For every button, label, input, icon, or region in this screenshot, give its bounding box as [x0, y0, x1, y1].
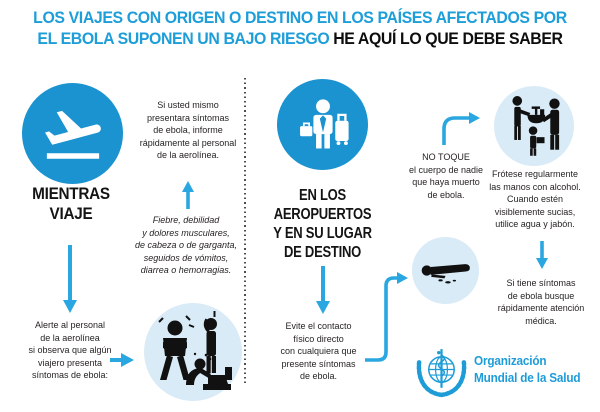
alert-crew-text: Alerte al personal de la aerolínea si ob… — [28, 320, 112, 381]
dead-body-icon — [412, 237, 479, 304]
self-report-text: Si usted mismo presentara síntomas de eb… — [139, 100, 237, 161]
column-divider — [244, 78, 246, 386]
down-arrow-left — [62, 245, 78, 313]
handwash-circle — [494, 86, 574, 166]
dead-body-circle — [412, 237, 479, 304]
who-logo-text: Organización Mundial de la Salud — [474, 352, 581, 386]
avoid-contact-text: Evite el contacto físico directo con cua… — [280, 321, 357, 382]
symptoms-text: Fiebre, debilidad y dolores musculares, … — [134, 215, 238, 276]
plane-circle — [22, 83, 123, 184]
who-emblem-icon — [413, 343, 470, 400]
down-arrow-middle — [315, 266, 331, 314]
curved-arrow-to-handwash — [436, 105, 486, 147]
section-heading-mientras-viaje: MIENTRAS VIAJE — [32, 184, 110, 223]
right-arrow — [110, 352, 134, 368]
page-title: LOS VIAJES CON ORIGEN O DESTINO EN LOS P… — [6, 8, 594, 50]
down-arrow-right — [535, 241, 549, 269]
no-touch-text: NO TOQUE el cuerpo de nadie que haya mue… — [408, 152, 484, 200]
section-heading-aeropuertos: EN LOS AEROPUERTOS Y EN SU LUGAR DE DEST… — [273, 187, 372, 261]
sick-travellers-icon — [144, 303, 242, 401]
who-logo-line2: Mundial de la Salud — [474, 370, 581, 385]
sick-circle — [144, 303, 242, 401]
up-arrow — [181, 181, 195, 211]
wash-hands-text: Frótese regularmente las manos con alcoh… — [489, 169, 581, 230]
traveller-circle — [277, 79, 368, 170]
seek-care-text: Si tiene síntomas de ebola busque rápida… — [497, 278, 585, 326]
plane-takeoff-icon — [40, 101, 106, 167]
curved-arrow-to-dead-body — [363, 268, 411, 364]
traveller-luggage-icon — [291, 93, 355, 157]
who-logo-line1: Organización — [474, 353, 547, 368]
title-line2: EL EBOLA SUPONEN UN BAJO RIESGO HE AQUÍ L… — [37, 30, 563, 48]
hand-washing-icon — [494, 86, 574, 166]
title-line1: LOS VIAJES CON ORIGEN O DESTINO EN LOS P… — [33, 9, 567, 27]
